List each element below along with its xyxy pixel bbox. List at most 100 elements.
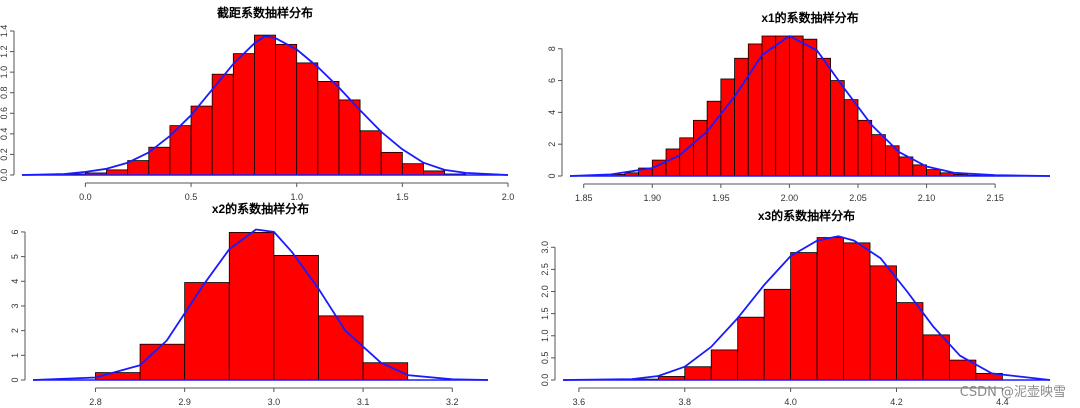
x-tick-label: 2.00 — [781, 193, 799, 203]
y-tick-label: 1.5 — [540, 307, 550, 320]
y-tick-label: 0.6 — [0, 107, 9, 120]
x-tick-label: 2.9 — [178, 397, 191, 407]
x-tick-label: 1.5 — [396, 192, 409, 202]
histogram-bar — [720, 78, 735, 177]
x-tick-label: 3.1 — [357, 397, 370, 407]
x-tick-label: 2.0 — [502, 192, 515, 202]
histogram-bar — [359, 130, 382, 176]
y-tick-label: 2.5 — [540, 263, 550, 276]
histogram-bar — [148, 146, 171, 176]
y-tick-label: 5 — [10, 254, 20, 259]
histogram-bar — [184, 282, 230, 381]
x-tick-label: 2.10 — [918, 193, 936, 203]
histogram-bar — [338, 99, 361, 176]
y-tick-label: 1 — [10, 353, 20, 358]
y-tick-label: 3.0 — [540, 241, 550, 254]
histogram-bar — [830, 80, 845, 177]
y-tick-label: 4 — [547, 110, 557, 115]
histogram-panel-2: x1的系数抽样分布 1.85 1.90 1.95 2.00 2.05 2.10 2.15 0 2 4… — [547, 10, 1051, 203]
y-tick-label: 0.4 — [0, 128, 9, 141]
histogram-bar — [843, 99, 859, 177]
histogram-bar — [912, 164, 927, 177]
histogram-bar — [816, 237, 844, 381]
y-tick-label: 1.4 — [0, 25, 9, 38]
density-curve — [21, 35, 509, 176]
watermark: CSDN @泥壶映雪 — [959, 385, 1066, 400]
y-tick-label: 3 — [10, 303, 20, 308]
x-tick-label: 2.8 — [89, 397, 102, 407]
x-tick-label: 1.85 — [575, 193, 593, 203]
histogram-bar — [790, 252, 818, 381]
y-tick-label: 8 — [547, 46, 557, 51]
histogram-bar — [190, 105, 213, 176]
histogram-bar — [228, 232, 275, 381]
y-tick-label: 2.0 — [540, 285, 550, 298]
histogram-bar — [761, 35, 777, 177]
chart-title: x2的系数抽样分布 — [212, 201, 309, 216]
x-tick-label: 4.2 — [890, 397, 903, 407]
histogram-bar — [775, 35, 790, 177]
histogram-bar — [693, 119, 708, 177]
histogram-bar — [665, 148, 681, 177]
histogram-panel-1: 截距系数抽样分布 0.0 0.5 1.0 1.5 2.0 0.0 0.2 0.4 0.6 0.8 1.… — [0, 5, 514, 202]
chart-title: 截距系数抽样分布 — [217, 5, 313, 20]
histogram-bar — [816, 57, 831, 177]
y-tick-label: 1.2 — [0, 45, 9, 58]
x-tick-label: 1.95 — [712, 193, 730, 203]
x-tick-label: 4.4 — [996, 397, 1009, 407]
histogram-bar — [734, 57, 749, 177]
histogram-bar — [684, 366, 712, 381]
x-tick-label: 3.8 — [678, 397, 691, 407]
histogram-bar — [869, 265, 897, 381]
histogram-bar — [710, 349, 739, 381]
y-tick-label: 6 — [547, 78, 557, 83]
histogram-bar — [318, 315, 364, 381]
y-tick-label: 0.0 — [540, 374, 550, 387]
histogram-bar — [232, 53, 255, 176]
y-tick-label: 2 — [547, 142, 557, 147]
x-tick-label: 0.5 — [185, 192, 198, 202]
histogram-bar — [789, 35, 804, 177]
x-tick-label: 2.05 — [849, 193, 867, 203]
x-tick-label: 3.0 — [268, 397, 281, 407]
y-tick-label: 1.0 — [0, 66, 9, 79]
histogram-bar — [802, 38, 818, 177]
x-tick-label: 3.6 — [573, 397, 586, 407]
histogram-bar — [211, 73, 234, 176]
x-tick-label: 0.0 — [79, 192, 92, 202]
histogram-panel-3: x2的系数抽样分布 2.8 2.9 3.0 3.1 3.2 0 1 2 3 4 5 6 — [10, 201, 489, 407]
histogram-bar — [747, 43, 763, 177]
histogram-bar — [380, 151, 403, 176]
x-tick-label: 4.0 — [784, 397, 797, 407]
histogram-bar — [401, 163, 424, 176]
histogram-bar — [843, 242, 871, 381]
y-tick-label: 0 — [10, 377, 20, 382]
x-tick-label: 3.2 — [446, 397, 459, 407]
y-tick-label: 0 — [547, 173, 557, 178]
chart-title: x3的系数抽样分布 — [758, 208, 855, 223]
histogram-bar — [106, 169, 129, 176]
histogram-panel-4: x3的系数抽样分布 3.6 3.8 4.0 4.2 4.4 0.0 0.5 1.0 1.5 2.0 2… — [540, 208, 1051, 407]
y-tick-label: 0.5 — [540, 352, 550, 365]
histogram-bar — [737, 316, 765, 381]
histogram-bar — [857, 119, 873, 177]
chart-title: x1的系数抽样分布 — [761, 10, 858, 25]
histogram-bar — [254, 34, 276, 176]
histogram-bar — [127, 160, 150, 176]
y-tick-label: 0.0 — [0, 169, 9, 182]
histogram-bar — [139, 343, 186, 381]
histogram-bar — [275, 43, 298, 176]
histogram-bar — [896, 302, 924, 381]
y-tick-label: 4 — [10, 279, 20, 284]
histogram-bar — [926, 169, 941, 177]
histogram-bar — [706, 100, 722, 177]
y-tick-label: 2 — [10, 328, 20, 333]
y-tick-label: 6 — [10, 229, 20, 234]
histogram-bar — [296, 62, 319, 176]
histogram-bar — [898, 156, 914, 177]
density-curve — [569, 35, 1051, 177]
y-tick-label: 1.0 — [540, 329, 550, 342]
y-tick-label: 0.8 — [0, 86, 9, 99]
histogram-bar — [679, 137, 694, 177]
